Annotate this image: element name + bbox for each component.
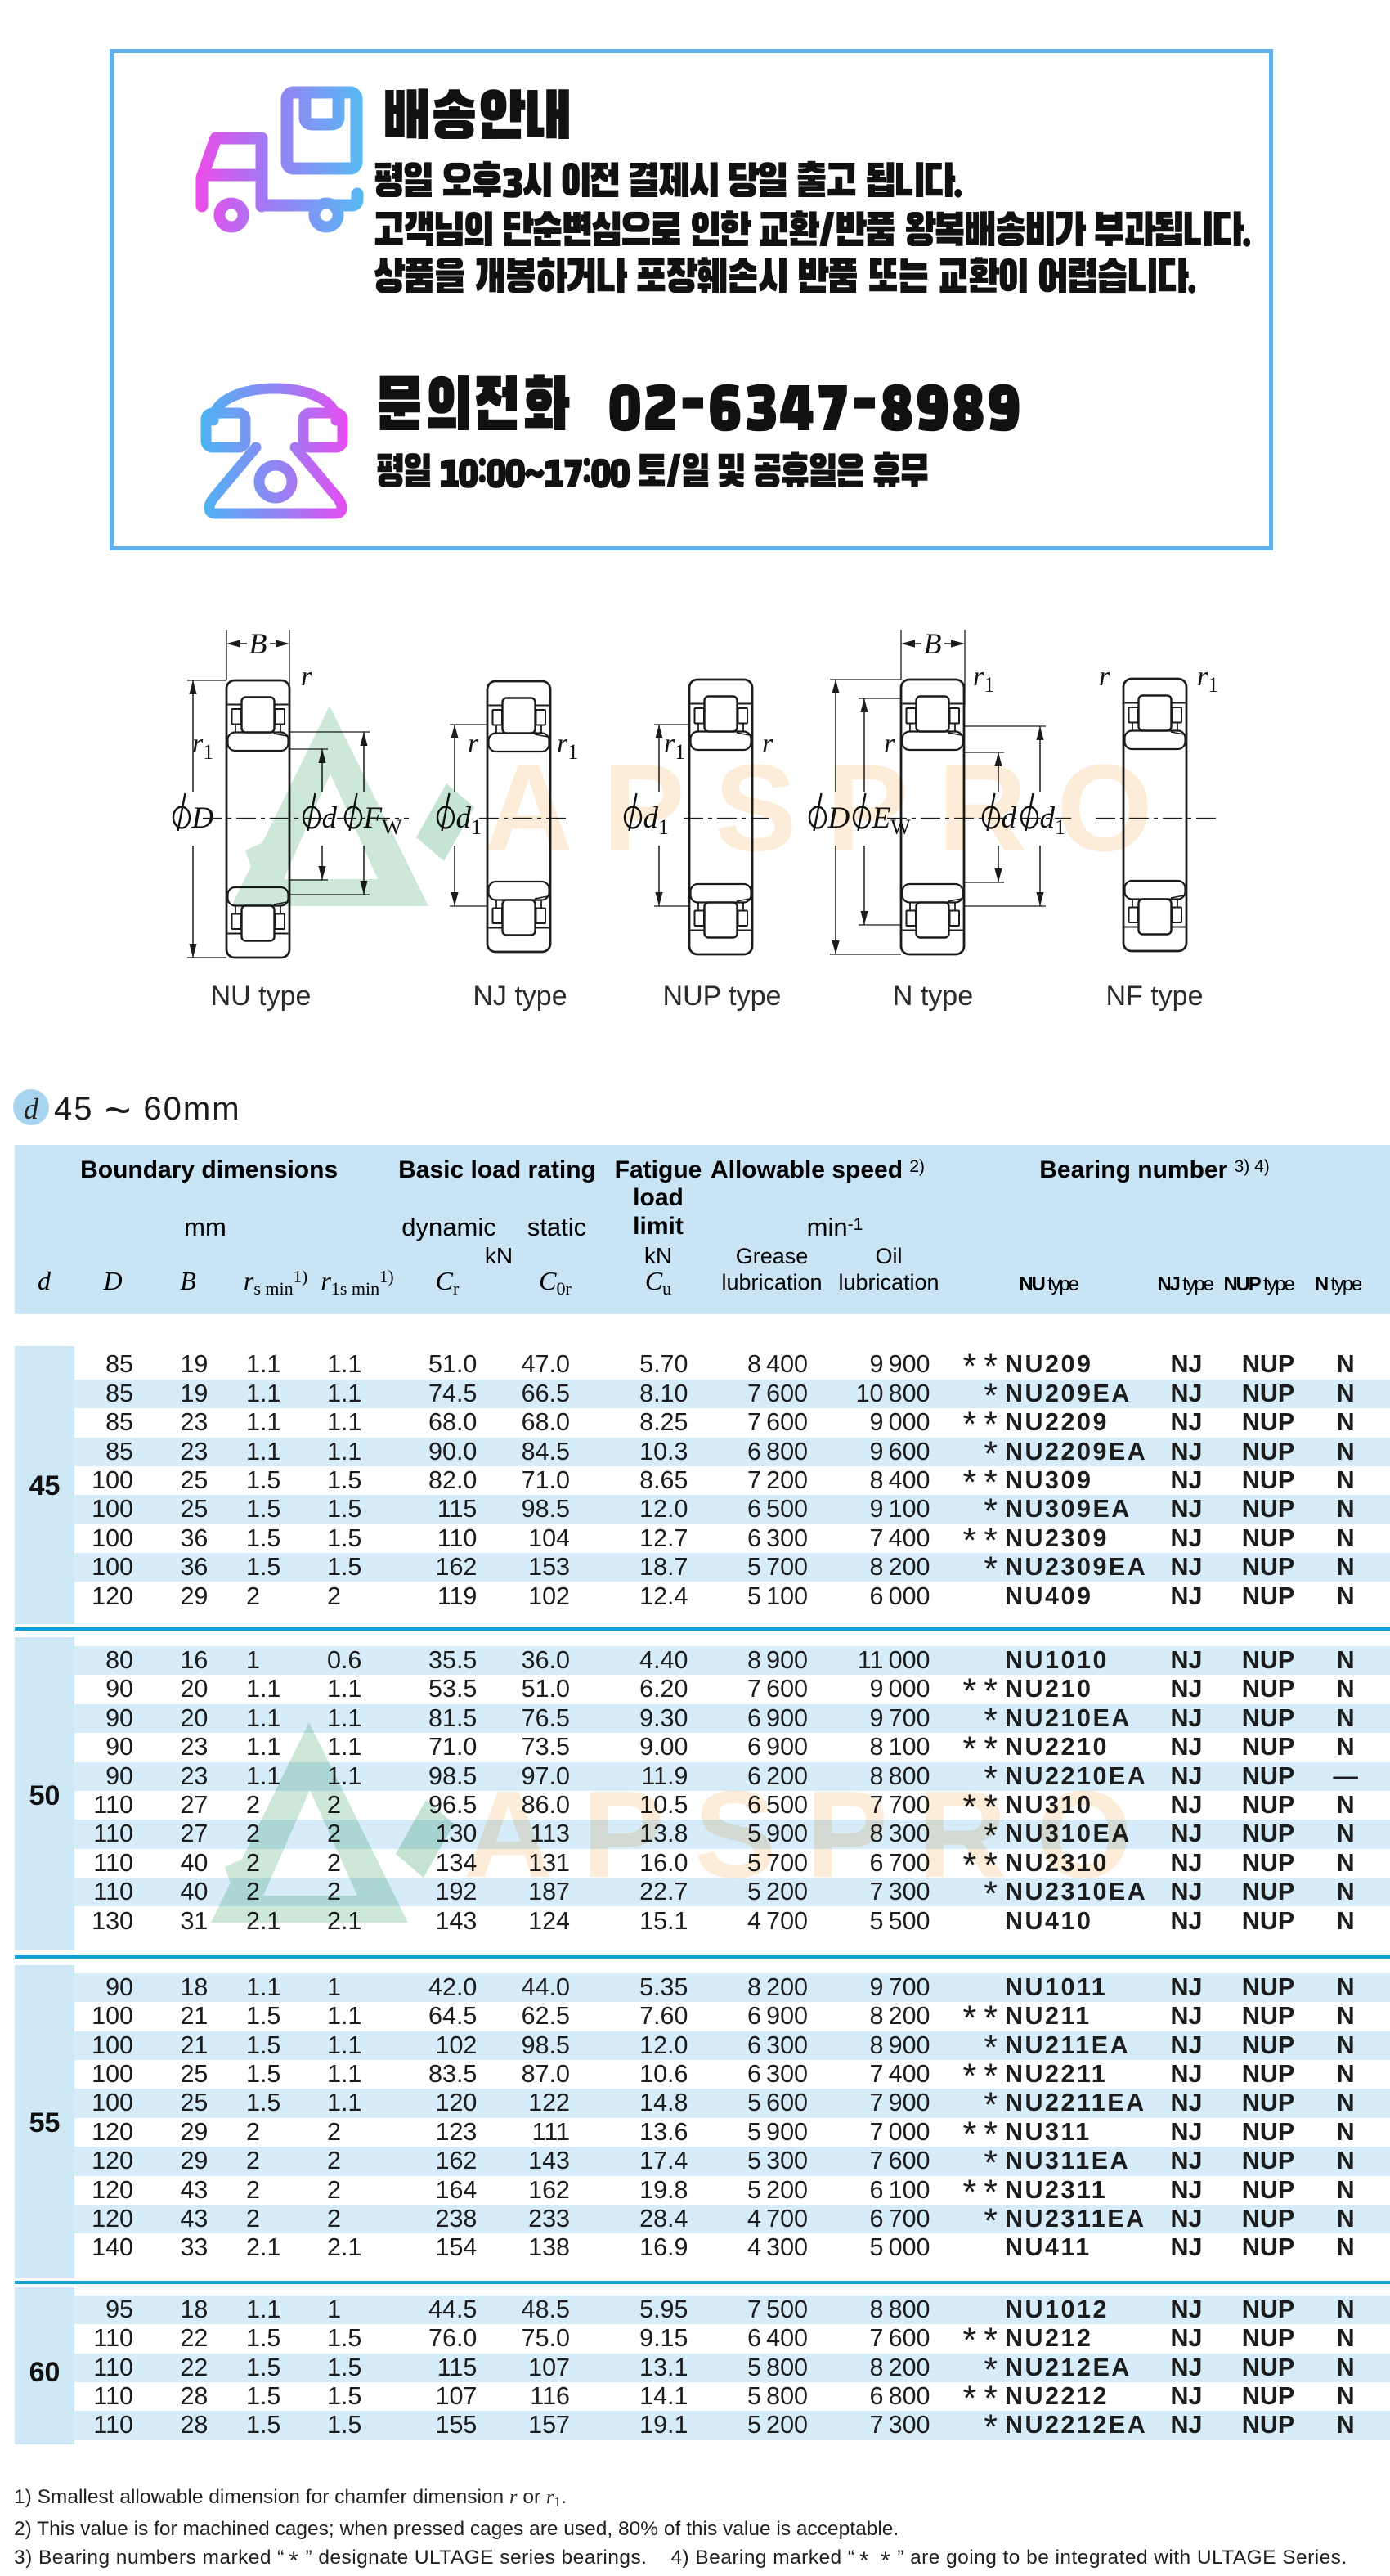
svg-text:r1: r1 (557, 729, 578, 764)
svg-text:B: B (924, 627, 942, 660)
svg-text:APSPRO: APSPRO (464, 1765, 1162, 1903)
svg-text:r: r (884, 729, 895, 759)
svg-text:N type: N type (893, 981, 973, 1012)
svg-text:NJ type: NJ type (473, 981, 567, 1012)
svg-text:NUP type: NUP type (663, 981, 782, 1012)
svg-text:r: r (468, 729, 479, 759)
svg-text:D: D (827, 801, 850, 835)
svg-text:APSPRO: APSPRO (484, 738, 1182, 877)
svg-text:NF type: NF type (1105, 981, 1203, 1012)
svg-text:r: r (762, 729, 773, 759)
svg-text:NU type: NU type (211, 981, 312, 1012)
svg-text:r: r (1099, 662, 1110, 692)
svg-text:r: r (301, 662, 312, 692)
svg-text:B: B (249, 627, 267, 660)
svg-text:d: d (1002, 801, 1017, 835)
